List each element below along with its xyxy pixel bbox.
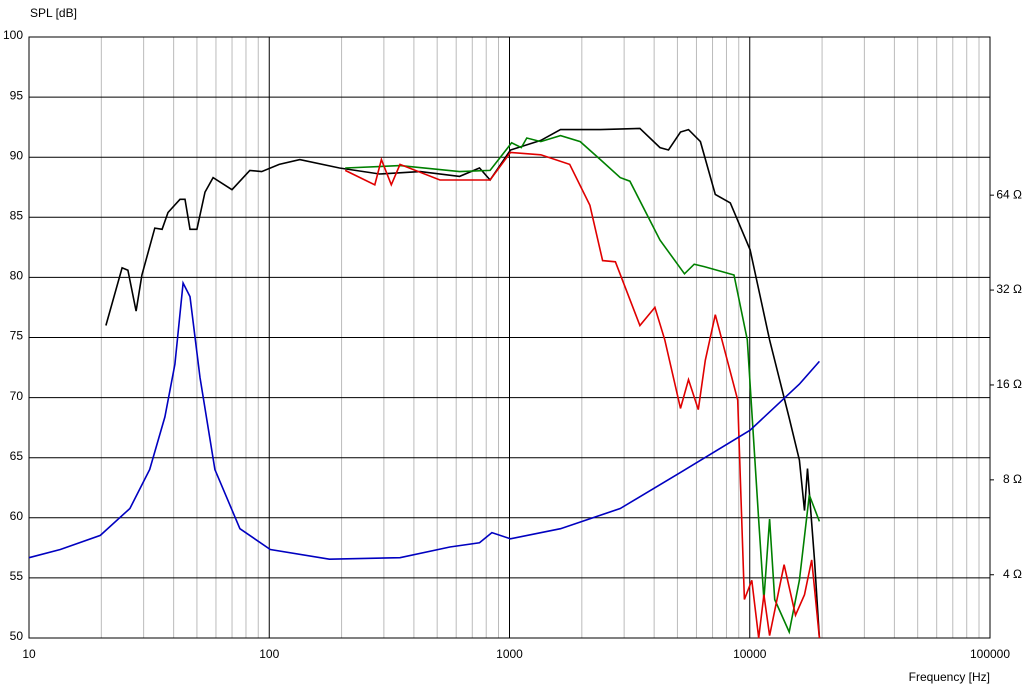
y-tick-label: 55 — [10, 569, 24, 583]
series-line — [105, 127, 821, 639]
y2-tick-label: 32 Ω — [996, 282, 1022, 296]
series-line — [28, 280, 821, 561]
y-tick-label: 75 — [10, 329, 24, 343]
y-tick-label: 70 — [10, 389, 24, 403]
y2-tick-label: 4 Ω — [1003, 567, 1022, 581]
y-tick-label: 100 — [3, 28, 23, 42]
y-tick-label: 85 — [10, 208, 24, 222]
y2-tick-label: 16 Ω — [996, 377, 1022, 391]
y-axis-label: SPL [dB] — [30, 6, 77, 20]
y-tick-label: 80 — [10, 269, 24, 283]
y-tick-label: 65 — [10, 449, 24, 463]
x-tick-label: 100000 — [970, 647, 1010, 661]
y-tick-label: 95 — [10, 88, 24, 102]
x-axis-label: Frequency [Hz] — [909, 670, 990, 684]
x-tick-label: 10 — [22, 647, 36, 661]
plot-frame — [28, 36, 991, 639]
y-tick-label: 60 — [10, 509, 24, 523]
x-tick-label: 100 — [259, 647, 279, 661]
y-tick-label: 50 — [10, 629, 24, 643]
x-tick-label: 10000 — [733, 647, 767, 661]
series-line — [344, 151, 821, 639]
y-tick-label: 90 — [10, 148, 24, 162]
y2-tick-label: 8 Ω — [1003, 472, 1022, 486]
y2-tick-label: 64 Ω — [996, 187, 1022, 201]
series-line — [345, 134, 821, 635]
x-tick-label: 1000 — [496, 647, 523, 661]
